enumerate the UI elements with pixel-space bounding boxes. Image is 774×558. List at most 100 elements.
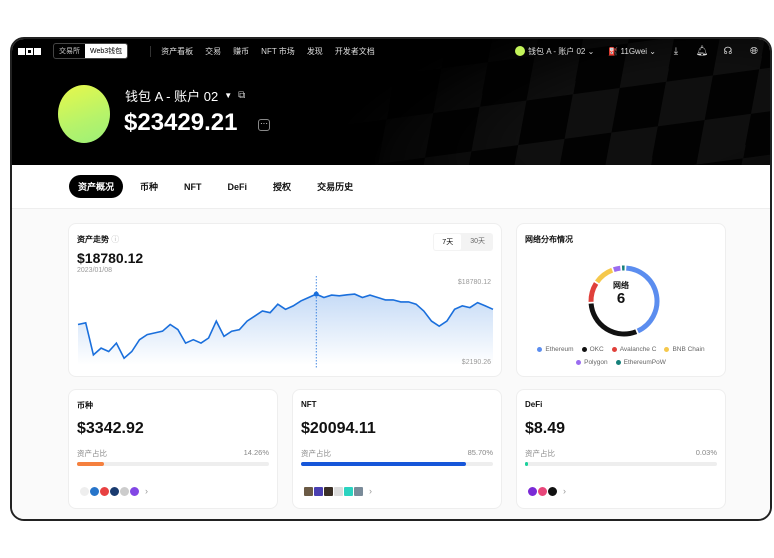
range-7d[interactable]: 7天 [434, 234, 462, 250]
card-title: 币种 [77, 401, 93, 410]
legend-label: OKC [589, 346, 604, 353]
wallet-avatar [58, 85, 110, 143]
gas-selector[interactable]: ⛽ 11Gwei ⌄ [608, 46, 656, 56]
legend-dot [611, 346, 617, 352]
asset-trend-card: 资产走势 ⓘ 7天 30天 $18780.12 2023/01/08 $1878… [68, 223, 502, 377]
asset-icons[interactable]: › [79, 486, 148, 497]
ratio-label: 资产占比 [525, 449, 555, 458]
legend-dot [537, 346, 543, 352]
tab-nft[interactable]: NFT [184, 181, 202, 192]
bell-icon[interactable]: 🔔︎ [695, 45, 709, 57]
ratio-bar [301, 462, 493, 466]
legend-dot [576, 359, 582, 365]
trend-line [77, 293, 494, 360]
ratio-bar-fill [77, 462, 105, 466]
nav-earn[interactable]: 赚币 [233, 46, 250, 56]
asset-icon [547, 486, 558, 497]
max-label: $18780.12 [457, 279, 491, 286]
ratio-bar-fill [301, 462, 466, 466]
legend-dot [664, 346, 670, 352]
asset-icons[interactable]: › [303, 486, 372, 497]
globe-icon[interactable]: 🌐︎ [750, 45, 758, 57]
more-icon[interactable]: ··· [258, 119, 270, 131]
nav-discover[interactable]: 发现 [306, 46, 323, 56]
defi-card[interactable]: DeFi $8.49 资产占比 0.03% › [516, 389, 726, 509]
nav-trade[interactable]: 交易 [205, 46, 222, 56]
card-value: $3342.92 [77, 420, 144, 437]
nft-card[interactable]: NFT $20094.11 资产占比 85.70% › [292, 389, 502, 509]
ratio-bar-fill [525, 462, 528, 466]
legend-label: Polygon [584, 359, 608, 366]
legend-item: OKC [581, 346, 604, 353]
ratio-value: 85.70% [467, 448, 493, 457]
trend-chart[interactable] [69, 224, 503, 378]
account-switcher[interactable]: 钱包 A - 账户 02 ⌄ [515, 46, 594, 57]
chevron-right-icon[interactable]: › [369, 486, 372, 496]
ratio-bar [525, 462, 717, 466]
headset-icon[interactable]: ☊ [723, 45, 733, 57]
legend-item: Ethereum [537, 346, 574, 353]
donut-slice [588, 282, 599, 302]
nav-nft-market[interactable]: NFT 市场 [261, 46, 295, 56]
network-card: 网络分布情况 网络 6 Ethereum OKC Avalanche C BNB Ch… [516, 223, 726, 377]
donut-slice [595, 267, 614, 284]
legend-item: Avalanche C [611, 346, 657, 353]
network-donut [588, 265, 660, 337]
token-card[interactable]: 币种 $3342.92 资产占比 14.26% › [68, 389, 278, 509]
donut-slice [613, 265, 621, 273]
asset-icon [129, 486, 140, 497]
donut-slice [626, 265, 660, 334]
tab-defi[interactable]: DeFi [227, 181, 248, 192]
hero-header: 交易所 Web3钱包 资产看板 交易 赚币 NFT 市场 发现 开发者文档 钱包… [12, 39, 770, 165]
tab-approvals[interactable]: 授权 [273, 182, 292, 192]
trend-title: 资产走势 [77, 235, 109, 244]
trend-date: 2023/01/08 [77, 267, 113, 274]
info-icon[interactable]: ⓘ [111, 235, 120, 244]
legend-label: Avalanche C [619, 346, 657, 353]
tab-tokens[interactable]: 币种 [140, 182, 159, 192]
chevron-right-icon[interactable]: › [145, 486, 148, 496]
legend-item: Polygon [576, 359, 608, 366]
tab-overview[interactable]: 资产概况 [69, 175, 124, 198]
exchange-tab[interactable]: 交易所 [59, 48, 80, 55]
legend-dot [581, 346, 587, 352]
nav-assets[interactable]: 资产看板 [161, 46, 194, 56]
legend-dot [615, 359, 621, 365]
card-value: $8.49 [525, 420, 566, 437]
app-window: 交易所 Web3钱包 资产看板 交易 赚币 NFT 市场 发现 开发者文档 钱包… [10, 37, 772, 521]
trend-area [78, 294, 493, 365]
range-30d[interactable]: 30天 [470, 238, 485, 245]
min-label: $2190.26 [461, 359, 491, 366]
card-value: $20094.11 [301, 420, 376, 437]
asset-icon [353, 486, 364, 497]
wallet-name[interactable]: 钱包 A - 账户 02 [125, 89, 219, 104]
ratio-bar [77, 462, 269, 466]
legend-item: BNB Chain [664, 346, 705, 353]
account-avatar [515, 46, 526, 57]
ratio-value: 14.26% [243, 448, 269, 457]
hover-point [313, 291, 319, 297]
card-title: DeFi [525, 400, 543, 409]
web3-wallet-tab[interactable]: Web3钱包 [85, 44, 128, 58]
okx-logo[interactable] [18, 47, 41, 55]
donut-slice [588, 303, 638, 337]
donut-center-label: 网络 [613, 281, 629, 290]
legend-item: EthereumPoW [615, 359, 666, 366]
caret-down-icon[interactable]: ▼ [224, 91, 233, 100]
top-nav: 交易所 Web3钱包 资产看板 交易 赚币 NFT 市场 发现 开发者文档 钱包… [12, 39, 770, 63]
tab-bar: 资产概况 币种 NFT DeFi 授权 交易历史 [12, 165, 770, 209]
copy-icon[interactable]: ⧉ [238, 90, 246, 101]
asset-icons[interactable]: › [527, 486, 566, 497]
range-selector: 7天 30天 [433, 233, 493, 251]
trend-value: $18780.12 [77, 250, 144, 266]
legend-label: Ethereum [545, 346, 574, 353]
legend-label: EthereumPoW [623, 359, 666, 366]
tab-history[interactable]: 交易历史 [317, 182, 354, 192]
gas-icon: ⛽ [608, 46, 619, 56]
network-title: 网络分布情况 [525, 235, 573, 244]
download-icon[interactable]: ⤓ [673, 45, 679, 57]
nav-dev-docs[interactable]: 开发者文档 [334, 46, 375, 56]
chevron-right-icon[interactable]: › [563, 486, 566, 496]
ratio-label: 资产占比 [77, 449, 107, 458]
card-title: NFT [301, 400, 317, 409]
